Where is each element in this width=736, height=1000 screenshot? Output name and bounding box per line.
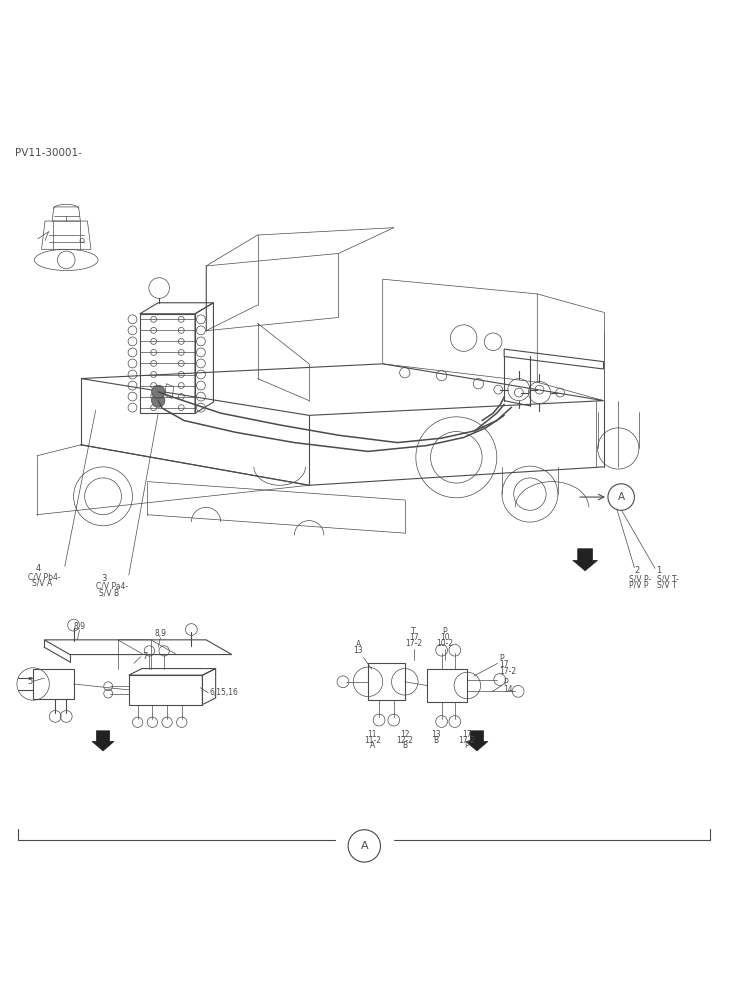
Text: S/V A: S/V A (32, 579, 52, 588)
Text: 17-2: 17-2 (499, 667, 516, 676)
Text: 17: 17 (499, 660, 509, 669)
Text: 6,15,16: 6,15,16 (210, 688, 238, 697)
Text: 2: 2 (634, 566, 640, 575)
Polygon shape (466, 731, 488, 751)
Text: A: A (369, 741, 375, 750)
Text: 17-2: 17-2 (405, 639, 422, 648)
Text: 17: 17 (408, 633, 419, 642)
Text: S/V P-: S/V P- (629, 574, 651, 583)
Text: A: A (618, 492, 625, 502)
Text: 14: 14 (503, 685, 513, 694)
Text: 17: 17 (461, 730, 472, 739)
Text: 13: 13 (431, 730, 441, 739)
Text: B: B (434, 736, 438, 745)
Text: T: T (411, 627, 416, 636)
Text: A: A (361, 841, 368, 851)
Text: 13: 13 (353, 646, 364, 655)
Text: 10: 10 (439, 633, 450, 642)
Text: 8,9: 8,9 (74, 622, 85, 631)
Text: C/V Pb4-: C/V Pb4- (28, 572, 60, 581)
Text: 8,9: 8,9 (155, 629, 166, 638)
Polygon shape (573, 549, 598, 571)
Text: P: P (499, 654, 503, 663)
Text: 5: 5 (27, 677, 32, 686)
Text: B: B (403, 741, 407, 750)
Text: C/V Pa4-: C/V Pa4- (96, 582, 128, 591)
Text: 11: 11 (368, 730, 377, 739)
Circle shape (152, 394, 165, 407)
Text: PV11-30001-: PV11-30001- (15, 148, 82, 158)
Text: 3: 3 (102, 574, 107, 583)
Text: 17-2: 17-2 (458, 736, 475, 745)
Text: 7: 7 (142, 652, 147, 661)
Text: P: P (464, 741, 469, 750)
Text: P/V P: P/V P (629, 581, 648, 590)
Text: 4: 4 (35, 564, 40, 573)
Circle shape (152, 385, 165, 398)
Text: S/V T-: S/V T- (657, 574, 678, 583)
Text: S/V B: S/V B (99, 588, 119, 597)
Text: 11-2: 11-2 (364, 736, 381, 745)
Polygon shape (92, 731, 114, 751)
Text: A: A (355, 640, 361, 649)
Text: 1: 1 (657, 566, 662, 575)
Text: S/V T: S/V T (657, 581, 676, 590)
Text: P: P (503, 678, 508, 687)
Text: P: P (442, 627, 447, 636)
Text: 10-2: 10-2 (436, 639, 453, 648)
Text: 12: 12 (400, 730, 409, 739)
Text: 12-2: 12-2 (396, 736, 414, 745)
